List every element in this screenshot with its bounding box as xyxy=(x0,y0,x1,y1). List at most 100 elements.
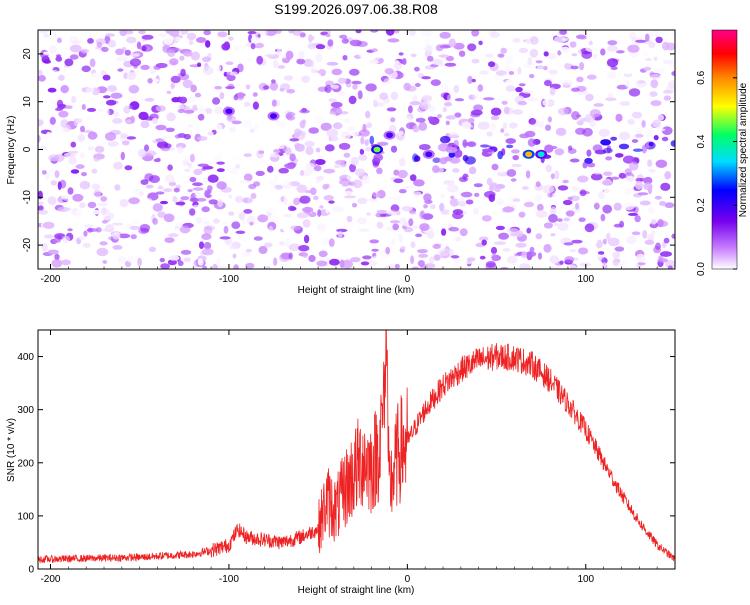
heatmap-cell xyxy=(642,52,648,56)
heatmap-cell xyxy=(481,148,493,153)
heatmap-cell xyxy=(245,262,255,269)
heatmap-cell xyxy=(154,78,160,83)
heatmap-cell xyxy=(56,99,64,108)
heatmap-cell xyxy=(569,249,577,253)
heatmap-cell xyxy=(659,201,666,206)
heatmap-cell xyxy=(407,116,412,122)
heatmap-cell xyxy=(657,114,665,121)
heatmap-cell xyxy=(52,238,60,244)
heatmap-cell xyxy=(174,134,181,139)
heatmap-cell xyxy=(397,169,408,179)
heatmap-cell xyxy=(245,84,251,90)
heatmap-cell xyxy=(493,241,506,246)
heatmap-cell xyxy=(642,230,648,239)
heatmap-cell xyxy=(373,153,384,162)
heatmap-cell xyxy=(296,58,306,65)
heatmap-cell xyxy=(460,191,473,198)
heatmap-cell xyxy=(91,72,103,80)
heatmap-cell xyxy=(106,85,118,92)
heatmap-cell xyxy=(170,75,181,84)
heatmap-cell xyxy=(144,144,149,152)
heatmap-cell xyxy=(50,180,57,186)
heatmap-cell xyxy=(654,67,665,74)
heatmap-cell xyxy=(454,112,462,118)
heatmap-cell xyxy=(324,144,335,152)
heatmap-cell xyxy=(601,263,608,269)
heatmap-cell xyxy=(246,117,259,122)
heatmap-cell xyxy=(641,120,646,128)
heatmap-cell xyxy=(192,104,198,111)
heatmap-cell xyxy=(643,66,652,71)
heatmap-cell xyxy=(448,151,456,158)
heatmap-cell xyxy=(670,140,675,147)
heatmap-cell xyxy=(315,147,321,153)
heatmap-cell xyxy=(631,231,641,236)
heatmap-cell xyxy=(452,209,464,215)
heatmap-cell xyxy=(414,83,421,87)
heatmap-feature xyxy=(225,108,233,115)
heatmap-cell xyxy=(663,237,670,244)
heatmap-cell xyxy=(369,135,375,145)
heatmap-cell xyxy=(87,131,98,140)
heatmap-cell xyxy=(39,145,47,150)
heatmap-cell xyxy=(345,243,352,252)
heatmap-cell xyxy=(376,167,383,175)
heatmap-cell xyxy=(330,101,343,108)
heatmap-cell xyxy=(626,235,637,245)
heatmap-cell xyxy=(497,150,504,160)
heatmap-cell xyxy=(305,146,314,156)
heatmap-cell xyxy=(184,168,190,172)
heatmap-cell xyxy=(452,168,460,173)
heatmap-cell xyxy=(535,181,541,188)
heatmap-cell xyxy=(60,85,69,94)
heatmap-cell xyxy=(615,153,624,158)
heatmap-cell xyxy=(127,96,134,103)
heatmap-cell xyxy=(458,50,466,57)
heatmap-cell xyxy=(149,175,160,184)
heatmap-cell xyxy=(38,179,46,187)
heatmap-cell xyxy=(386,107,397,112)
heatmap-cell xyxy=(75,208,82,218)
heatmap-cell xyxy=(394,263,400,269)
heatmap-cell xyxy=(586,149,592,157)
heatmap-cell xyxy=(562,199,573,206)
heatmap-cell xyxy=(301,75,310,83)
heatmap-cell xyxy=(243,173,253,182)
heatmap-cell xyxy=(88,98,97,102)
heatmap-cell xyxy=(521,251,527,259)
heatmap-cell xyxy=(264,266,271,269)
heatmap-cell xyxy=(437,114,442,119)
heatmap-cell xyxy=(579,262,591,267)
heatmap-cell xyxy=(500,266,509,269)
heatmap-cell xyxy=(207,131,214,136)
heatmap-cell xyxy=(129,58,142,67)
heatmap-cell xyxy=(47,196,57,206)
heatmap-cell xyxy=(351,80,362,85)
heatmap-cell xyxy=(72,193,84,202)
heatmap-cell xyxy=(94,145,105,153)
heatmap-cell xyxy=(104,132,117,141)
heatmap-cell xyxy=(462,139,468,148)
heatmap-cell xyxy=(325,207,330,214)
snr-y-ticks: 0 100 200 300 400 xyxy=(17,352,675,576)
heatmap-cell xyxy=(80,48,90,54)
heatmap-cell xyxy=(506,144,514,149)
heatmap-cell xyxy=(387,264,395,269)
heatmap-cell xyxy=(70,141,77,148)
heatmap-cell xyxy=(563,242,574,246)
heatmap-cell xyxy=(250,36,261,44)
heatmap-cell xyxy=(551,193,557,198)
heatmap-cell xyxy=(170,47,181,52)
heatmap-cell xyxy=(81,104,86,110)
heatmap-cell xyxy=(41,242,48,252)
heatmap-cell xyxy=(269,82,279,91)
heatmap-cell xyxy=(169,58,179,66)
heatmap-cell xyxy=(408,105,413,114)
heatmap-cell xyxy=(485,261,496,268)
heatmap-cell xyxy=(559,260,564,265)
heatmap-cell xyxy=(576,76,584,83)
heatmap-cell xyxy=(119,199,129,208)
heatmap-cell xyxy=(466,141,477,148)
heatmap-cell xyxy=(111,222,124,226)
heatmap-cell xyxy=(618,260,628,269)
